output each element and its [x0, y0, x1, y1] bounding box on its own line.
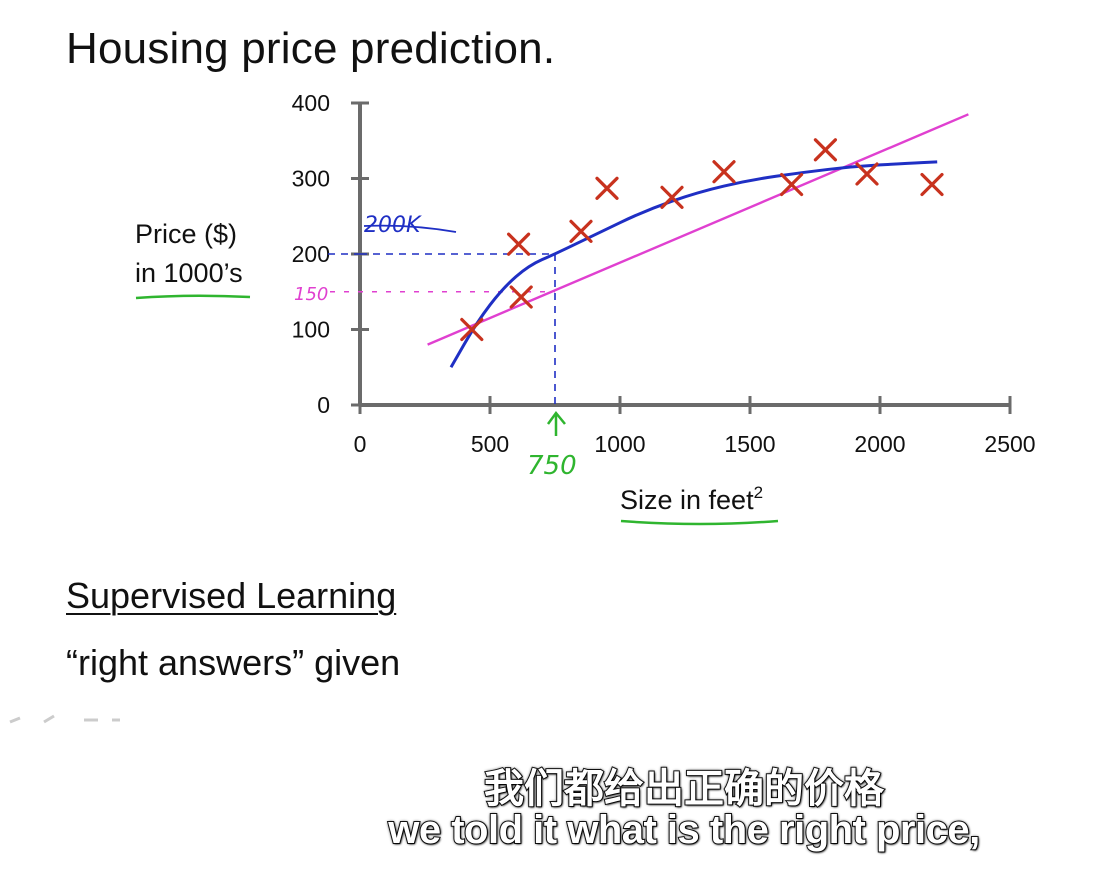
x-tick-label: 2000: [854, 431, 905, 457]
x-tick-label: 500: [471, 431, 509, 457]
x-axis-label-superscript: 2: [754, 483, 763, 502]
housing-price-chart: 0 500 1000 1500 2000 2500 0 100 200 300 400 Price …: [135, 90, 1036, 526]
data-point-marker: [813, 138, 838, 162]
arrow-up-icon: [546, 410, 566, 436]
data-point-stroke: [507, 232, 531, 256]
annotation-guides: [328, 253, 556, 405]
quadratic-fit-curve: [449, 160, 938, 368]
y-axis-label-line2: in 1000’s: [135, 258, 243, 288]
right-answers-text: “right answers” given: [66, 642, 400, 684]
x-tick-label: 1500: [724, 431, 775, 457]
x-tick-label: 1000: [594, 431, 645, 457]
handwritten-underline-strokes: [9, 714, 120, 724]
data-point-stroke: [595, 176, 619, 200]
data-point-marker: [569, 219, 593, 243]
annotation-150: 150: [294, 284, 328, 305]
x-axis-label: Size in feet2: [620, 483, 763, 515]
right-answers-quoted: “right answers”: [66, 642, 305, 683]
subtitle-chinese: 我们都给出正确的价格: [483, 765, 885, 813]
faint-mark-2: [43, 714, 55, 724]
data-point-marker: [509, 285, 533, 309]
y-tick-label: 400: [292, 90, 330, 116]
annotation-750: 750: [527, 451, 577, 481]
x-label-underline: [620, 519, 779, 526]
data-point-marker: [595, 176, 619, 200]
x-tick-label: 0: [354, 431, 367, 457]
chart-ticks: 0 500 1000 1500 2000 2500 0 100 200 300 400: [292, 90, 1036, 457]
data-point-stroke: [509, 285, 533, 309]
subtitle-english: we told it what is the right price,: [387, 807, 981, 853]
data-point-stroke: [460, 317, 484, 342]
data-markers: [460, 138, 944, 342]
right-answers-given: given: [304, 642, 401, 683]
data-point-stroke: [660, 185, 684, 209]
data-point-marker: [779, 172, 804, 197]
data-point-marker: [712, 160, 736, 184]
data-point-marker: [855, 162, 879, 186]
y-label-underline: [135, 294, 251, 300]
supervised-learning-heading: Supervised Learning: [66, 575, 397, 616]
data-point-stroke: [712, 160, 736, 184]
slide-title: Housing price prediction.: [66, 24, 556, 73]
data-point-stroke: [569, 219, 593, 243]
fit-lines: [427, 113, 969, 368]
x-tick-label: 2500: [984, 431, 1035, 457]
data-point-stroke: [855, 162, 879, 186]
y-tick-label: 200: [292, 241, 330, 267]
y-tick-label: 0: [317, 392, 330, 418]
data-point-marker: [660, 185, 684, 209]
data-point-stroke: [813, 138, 838, 162]
linear-fit-line: [427, 113, 969, 346]
y-tick-label: 100: [292, 317, 330, 343]
x-axis-label-text: Size in feet: [620, 485, 754, 515]
faint-mark-1: [9, 716, 21, 724]
data-point-marker: [507, 232, 531, 256]
y-tick-label: 300: [292, 166, 330, 192]
y-axis-label-line1: Price ($): [135, 219, 237, 249]
data-point-stroke: [779, 172, 804, 197]
data-point-stroke: [920, 172, 944, 197]
annotation-200k-stroke: [363, 224, 457, 233]
data-point-marker: [920, 172, 944, 197]
data-point-marker: [460, 317, 484, 342]
